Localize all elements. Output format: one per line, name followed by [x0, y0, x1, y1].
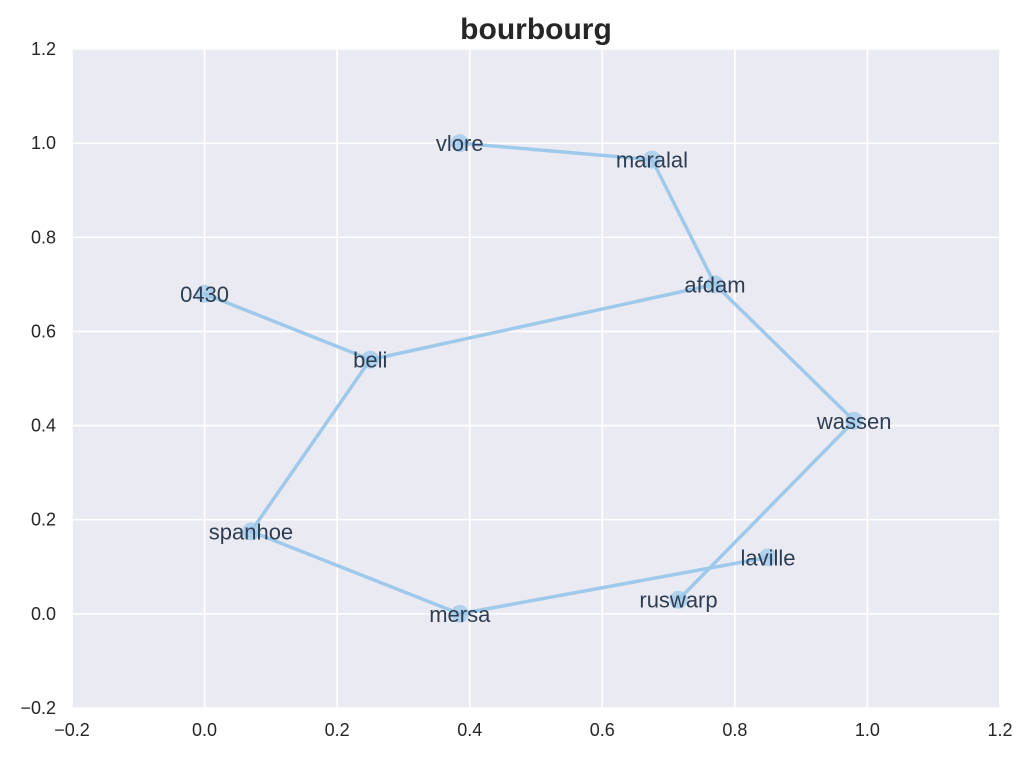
x-tick-label: 0.8 [722, 720, 747, 740]
y-tick-label: 0.0 [31, 604, 56, 624]
data-point [643, 150, 661, 169]
point-label: laville [740, 545, 795, 570]
y-axis-ticks: −0.2 0.0 0.2 0.4 0.6 0.8 1.0 1.2 [20, 39, 56, 718]
point-labels: 0430 beli afdam maralal vlore spanhoe mersa lav… [180, 131, 891, 627]
y-tick-label: 0.2 [31, 510, 56, 530]
point-label: 0430 [180, 282, 229, 307]
y-tick-label: 0.6 [31, 321, 56, 341]
point-label: mersa [429, 602, 491, 627]
x-axis-ticks: −0.2 0.0 0.2 0.4 0.6 0.8 1.0 1.2 [54, 720, 1012, 740]
y-tick-label: 0.8 [31, 227, 56, 247]
point-label: afdam [684, 272, 745, 297]
point-label: spanhoe [209, 519, 293, 544]
x-tick-label: 0.6 [590, 720, 615, 740]
x-tick-label: 1.2 [987, 720, 1012, 740]
point-label: ruswarp [639, 588, 717, 613]
y-tick-label: 1.0 [31, 133, 56, 153]
data-point [450, 604, 469, 623]
data-point [759, 548, 777, 567]
data-point [669, 590, 688, 609]
y-tick-label: 1.2 [31, 39, 56, 59]
point-label: wassen [816, 409, 892, 434]
chart-title: bourbourg [460, 13, 612, 46]
y-tick-label: 0.4 [31, 416, 56, 436]
series-line [249, 357, 770, 616]
grid [71, 48, 1001, 709]
plot-area [72, 49, 1000, 708]
point-label: maralal [616, 148, 688, 173]
point-label: beli [353, 348, 387, 373]
data-point [195, 284, 214, 303]
data-point [450, 134, 469, 153]
point-label: vlore [436, 131, 484, 156]
x-tick-label: 0.0 [192, 720, 217, 740]
x-tick-label: −0.2 [54, 720, 90, 740]
x-tick-label: 0.4 [457, 720, 482, 740]
x-tick-label: 1.0 [855, 720, 880, 740]
x-tick-label: 0.2 [325, 720, 350, 740]
data-point [845, 411, 864, 430]
y-tick-label: −0.2 [20, 698, 56, 718]
series-markers [195, 134, 864, 623]
data-point [361, 350, 380, 369]
data-point [241, 522, 260, 541]
data-point [705, 275, 724, 294]
